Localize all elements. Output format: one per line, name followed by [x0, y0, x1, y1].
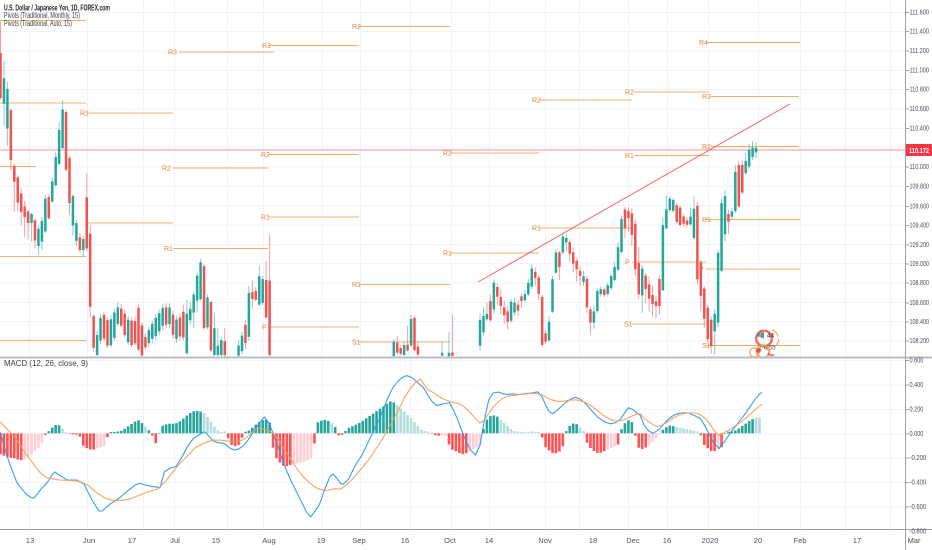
svg-text:110.800: 110.800: [910, 85, 930, 94]
svg-text:111.400: 111.400: [910, 27, 930, 36]
svg-text:2020: 2020: [702, 536, 719, 545]
svg-text:S1: S1: [352, 340, 361, 347]
svg-text:Jul: Jul: [170, 536, 180, 545]
svg-text:R1: R1: [443, 251, 452, 258]
svg-text:P: P: [625, 260, 630, 267]
svg-text:110.000: 110.000: [910, 162, 930, 171]
svg-text:108.600: 108.600: [910, 298, 930, 307]
svg-text:108.800: 108.800: [910, 278, 930, 287]
svg-text:R3: R3: [168, 49, 177, 56]
svg-text:Dec: Dec: [626, 536, 640, 545]
svg-text:17: 17: [853, 536, 861, 545]
svg-text:110.172: 110.172: [909, 146, 929, 155]
svg-text:U.S. Dollar / Japanese Yen, 1D: U.S. Dollar / Japanese Yen, 1D, FOREX.co…: [4, 3, 110, 13]
svg-text:109.800: 109.800: [910, 182, 930, 191]
svg-text:R1: R1: [352, 282, 361, 289]
svg-text:Pivots (Traditional, Monthly,: Pivots (Traditional, Monthly, 15): [4, 11, 80, 20]
svg-text:15: 15: [212, 536, 220, 545]
svg-text:18: 18: [589, 536, 597, 545]
svg-text:109.400: 109.400: [910, 221, 930, 230]
svg-text:14: 14: [485, 536, 493, 545]
svg-text:0.600: 0.600: [910, 356, 924, 365]
svg-text:R3: R3: [702, 94, 711, 101]
svg-text:-0.400: -0.400: [910, 478, 927, 487]
svg-text:R1: R1: [80, 111, 89, 118]
svg-text:108.200: 108.200: [910, 336, 930, 345]
svg-text:R4: R4: [699, 40, 708, 47]
svg-text:R2: R2: [261, 152, 270, 159]
svg-text:110.600: 110.600: [910, 104, 930, 113]
svg-text:R1: R1: [625, 153, 634, 160]
svg-text:111.000: 111.000: [910, 65, 930, 74]
svg-text:Mar: Mar: [907, 536, 921, 545]
svg-text:111.200: 111.200: [910, 46, 930, 55]
svg-text:109.200: 109.200: [910, 240, 930, 249]
svg-text:44: 44: [767, 333, 774, 340]
svg-text:R1: R1: [532, 226, 541, 233]
svg-text:R1: R1: [164, 246, 173, 253]
svg-text:Sep: Sep: [352, 536, 366, 545]
svg-text:Jun: Jun: [83, 536, 95, 545]
svg-text:S1: S1: [624, 322, 633, 329]
svg-text:R1: R1: [261, 214, 270, 221]
svg-text:19: 19: [317, 536, 325, 545]
svg-text:Feb: Feb: [793, 536, 806, 545]
svg-text:Aug: Aug: [262, 536, 276, 545]
svg-text:P: P: [262, 325, 267, 332]
svg-text:109.000: 109.000: [910, 259, 930, 268]
svg-text:111.600: 111.600: [910, 7, 930, 16]
svg-text:-0.600: -0.600: [910, 502, 927, 511]
svg-text:MACD (12, 26, close, 9): MACD (12, 26, close, 9): [4, 359, 88, 368]
svg-text:0.400: 0.400: [910, 380, 924, 389]
svg-text:R2: R2: [702, 144, 711, 151]
svg-text:R1: R1: [702, 217, 711, 224]
svg-text:R2: R2: [625, 90, 634, 97]
svg-text:-0.200: -0.200: [910, 453, 927, 462]
svg-text:16: 16: [401, 536, 409, 545]
svg-text:R2: R2: [532, 97, 541, 104]
svg-text:Pivots (Traditional, Auto, 15): Pivots (Traditional, Auto, 15): [4, 19, 72, 28]
svg-text:R2: R2: [162, 166, 171, 173]
svg-text:108.400: 108.400: [910, 317, 930, 326]
svg-text:Oct: Oct: [444, 536, 457, 545]
svg-text:16: 16: [663, 536, 671, 545]
svg-text:R3: R3: [262, 43, 271, 50]
svg-text:0.200: 0.200: [910, 405, 924, 414]
svg-text:R2: R2: [443, 151, 452, 158]
svg-text:0.000: 0.000: [910, 429, 924, 438]
svg-text:109.600: 109.600: [910, 201, 930, 210]
svg-text:Nov: Nov: [538, 536, 552, 545]
svg-text:110.400: 110.400: [910, 123, 930, 132]
svg-text:S1: S1: [702, 343, 711, 350]
svg-text:17: 17: [128, 536, 136, 545]
svg-text:20: 20: [754, 536, 762, 545]
svg-text:13: 13: [26, 536, 34, 545]
svg-text:R2: R2: [352, 24, 361, 31]
svg-text:-0.800: -0.800: [910, 526, 927, 535]
